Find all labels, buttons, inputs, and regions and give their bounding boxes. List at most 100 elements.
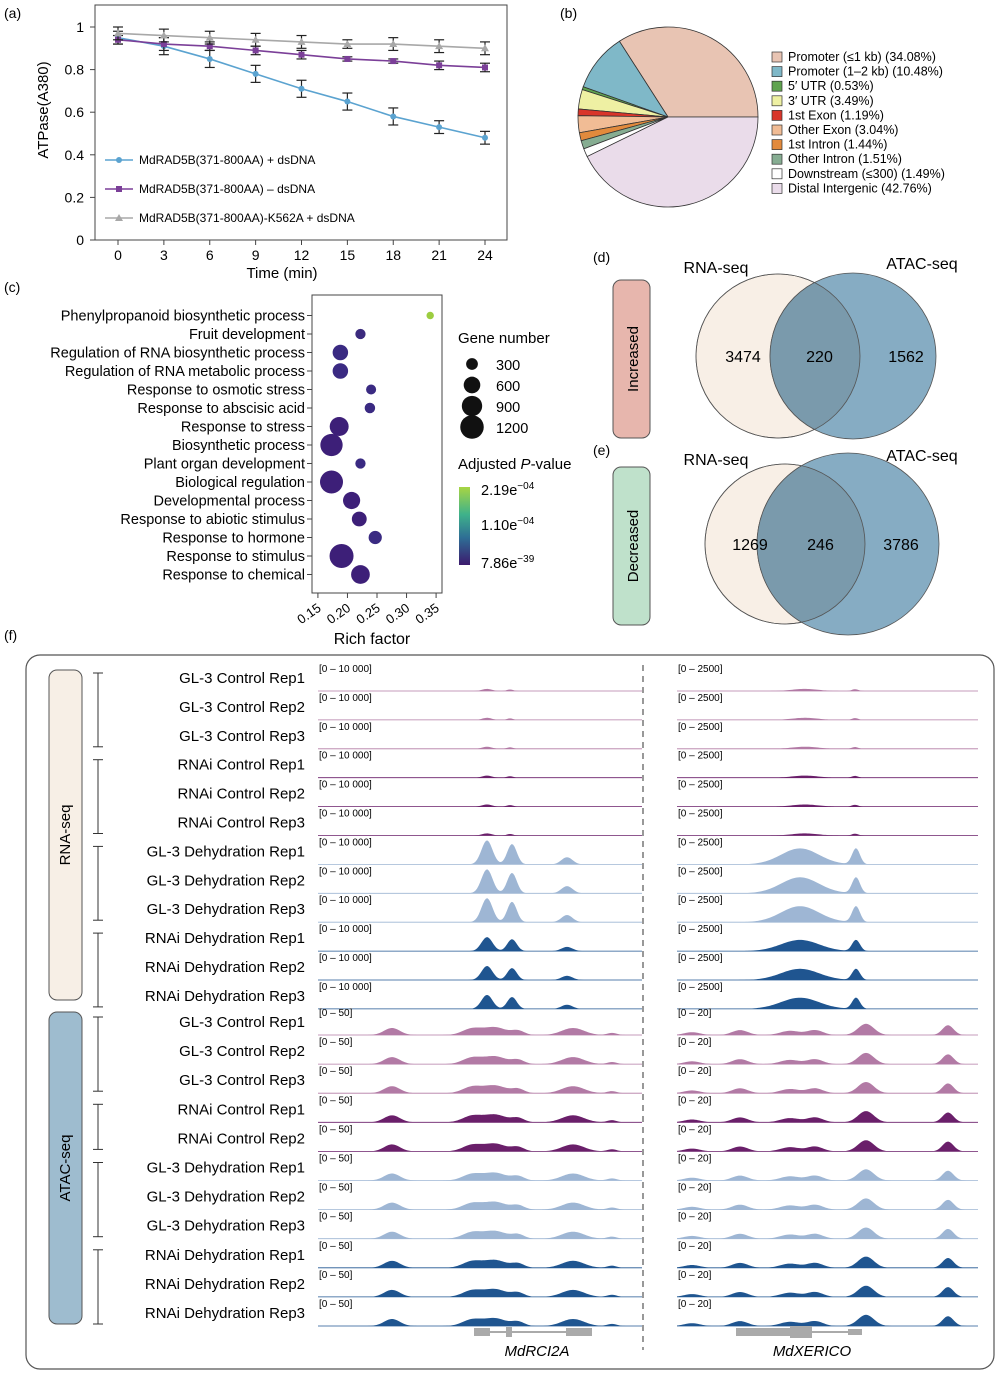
x-tick-label: 24 (477, 247, 493, 263)
x-tick-label: 9 (252, 247, 260, 263)
track-range-right: [0 – 2500] (678, 837, 723, 848)
track-range-left: [0 – 10 000] (319, 722, 372, 733)
venn-right-label: ATAC-seq (886, 256, 957, 273)
pie-slice-9 (586, 116, 759, 208)
track-label: GL-3 Dehydration Rep3 (147, 901, 305, 918)
pie-legend-swatch (771, 139, 783, 150)
track-signal-left (318, 1201, 642, 1210)
track-signal-right (677, 1285, 978, 1297)
pie-legend-swatch (771, 168, 783, 180)
panel-c-color-legend: Adjusted P-value 2.19e−041.10e−047.86e−3… (458, 456, 571, 572)
panel-f-label: (f) (4, 627, 17, 643)
pie-legend-label: Other Exon (3.04%) (788, 123, 898, 137)
term-bubble (355, 328, 366, 340)
data-point (344, 98, 351, 105)
term-label: Biosynthetic process (172, 438, 305, 454)
term-label: Response to osmotic stress (127, 383, 305, 399)
replicate-brackets (93, 672, 103, 1325)
pie-slice-0 (618, 26, 759, 118)
pvalue-legend-exponent: −39 (517, 554, 534, 565)
legend-label: MdRAD5B(371-800AA)-K562A + dsDNA (139, 211, 355, 225)
gene-model-right: MdXERICO (736, 1326, 862, 1360)
pie-legend-swatch (771, 183, 783, 194)
panel-c-label: (c) (4, 279, 20, 295)
track-signal-left (318, 1085, 642, 1094)
track-signal-left (318, 833, 642, 836)
track-label: RNAi Control Rep3 (177, 815, 305, 832)
term-label: Response to abscisic acid (137, 401, 305, 417)
legend-label: MdRAD5B(371-800AA) – dsDNA (139, 182, 315, 196)
track-range-left: [0 – 10 000] (319, 895, 372, 906)
track-signal-right (677, 1111, 978, 1123)
term-label: Response to stress (181, 420, 305, 436)
pvalue-legend-mantissa: 7.86e (481, 556, 517, 572)
track-signal-right (677, 1227, 978, 1239)
data-point (206, 55, 213, 62)
y-tick-label: 1 (76, 19, 84, 35)
track-label: RNAi Dehydration Rep1 (145, 1247, 305, 1264)
venn-left-outline (695, 273, 861, 439)
panel-c-bubble-chart: (c) Phenylpropanoid biosynthetic process… (4, 279, 571, 648)
pvalue-legend-title-suffix: -value (531, 456, 572, 473)
track-signal-right (677, 848, 978, 865)
term-bubble (329, 417, 349, 436)
term-bubble (320, 433, 343, 457)
track-label: RNAi Dehydration Rep3 (145, 1305, 305, 1322)
pie-legend-label: Promoter (≤1 kb) (34.08%) (788, 50, 936, 64)
track-range-right: [0 – 2500] (678, 895, 723, 906)
pvalue-legend-label: 1.10e−04 (481, 516, 535, 534)
track-range-right: [0 – 20] (678, 1124, 712, 1135)
term-label: Regulation of RNA metabolic process (65, 364, 305, 380)
track-label: GL-3 Control Rep3 (179, 1072, 305, 1089)
pvalue-legend-label: 7.86e−39 (481, 554, 535, 572)
track-range-left: [0 – 50] (319, 1212, 353, 1223)
data-point (251, 35, 260, 43)
track-range-left: [0 – 50] (319, 1124, 353, 1135)
track-range-left: [0 – 10 000] (319, 751, 372, 762)
track-range-right: [0 – 2500] (678, 664, 723, 675)
track-label: RNAi Dehydration Rep2 (145, 1276, 305, 1293)
y-tick-label: 0.6 (65, 104, 85, 120)
track-signal-left (318, 746, 642, 749)
panel-c-x-axis-title: Rich factor (334, 631, 411, 648)
track-signal-left (318, 804, 642, 807)
x-tick-label: 0 (114, 247, 122, 263)
pvalue-legend-mantissa: 1.10e (481, 518, 517, 534)
size-legend-dot (466, 358, 478, 370)
track-signal-left (318, 1143, 642, 1152)
pie-legend-label: Other Intron (1.51%) (788, 152, 902, 166)
track-signal-right (677, 688, 978, 691)
track-range-left: [0 – 10 000] (319, 866, 372, 877)
track-label: GL-3 Dehydration Rep3 (147, 1218, 305, 1235)
track-signal-right (677, 939, 978, 952)
term-label: Plant organ development (144, 457, 305, 473)
track-signal-left (318, 1026, 642, 1035)
pvalue-legend-mantissa: 2.19e (481, 483, 517, 499)
panel-f-frame (25, 654, 995, 1370)
track-range-left: [0 – 50] (319, 1037, 353, 1048)
data-point (481, 44, 489, 52)
size-legend-label: 1200 (496, 421, 528, 437)
panel-e-label: (e) (593, 442, 610, 458)
pie-legend-swatch (771, 124, 783, 136)
track-label: GL-3 Dehydration Rep2 (147, 872, 305, 889)
track-signal-right (677, 877, 978, 894)
panel-a-legend: MdRAD5B(371-800AA) + dsDNA MdRAD5B(371-80… (105, 153, 355, 225)
gene-model-left-exon (566, 1328, 592, 1336)
x-tick-label: 0.25 (353, 600, 382, 627)
venn-overlap-count: 246 (807, 537, 834, 554)
pie-legend-swatch (771, 51, 783, 63)
track-signal-right (677, 1082, 978, 1094)
track-range-left: [0 – 10 000] (319, 982, 372, 993)
data-point (344, 55, 351, 62)
venn-left-count: 1269 (732, 537, 768, 554)
data-point (389, 40, 398, 48)
pie-legend-label: 3′ UTR (3.49%) (788, 94, 874, 108)
track-range-left: [0 – 10 000] (319, 837, 372, 848)
track-range-left: [0 – 10 000] (319, 809, 372, 820)
track-label: RNAi Dehydration Rep3 (145, 988, 305, 1005)
panel-d-label: (d) (593, 249, 610, 265)
venn-left-outline (704, 463, 866, 625)
venn-left-count: 3474 (725, 349, 761, 366)
